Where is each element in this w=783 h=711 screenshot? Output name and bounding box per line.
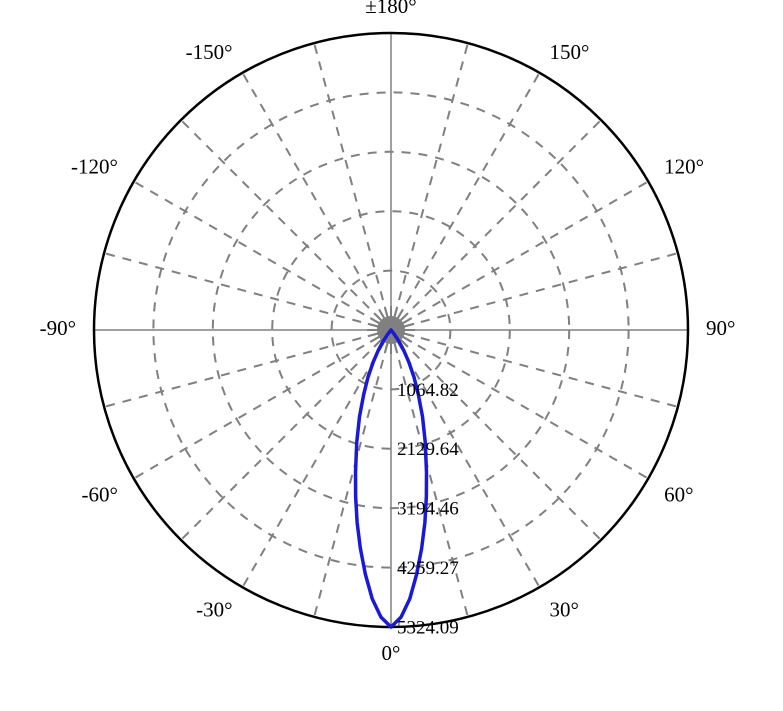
- radial-label: 2129.64: [397, 439, 459, 460]
- angle-label: -90°: [40, 316, 76, 340]
- angle-label: 150°: [550, 40, 590, 64]
- radial-label: 5324.09: [397, 617, 459, 638]
- polar-chart: 1064.82 2129.64 3194.46 4259.27 5324.09 ±180°…: [0, 0, 783, 711]
- angle-label: -30°: [196, 597, 232, 621]
- angle-label: -120°: [71, 155, 118, 179]
- angle-label: -150°: [186, 40, 233, 64]
- radial-label: 1064.82: [397, 380, 459, 401]
- angle-label: 120°: [664, 155, 704, 179]
- angle-label: -60°: [82, 483, 118, 507]
- angle-label: 90°: [706, 316, 735, 340]
- radial-label: 3194.46: [397, 499, 459, 520]
- angle-label: 60°: [664, 483, 693, 507]
- radial-label: 4259.27: [397, 558, 459, 579]
- angle-label: ±180°: [365, 0, 416, 18]
- angle-label: 0°: [382, 641, 401, 665]
- angle-label: 30°: [550, 597, 579, 621]
